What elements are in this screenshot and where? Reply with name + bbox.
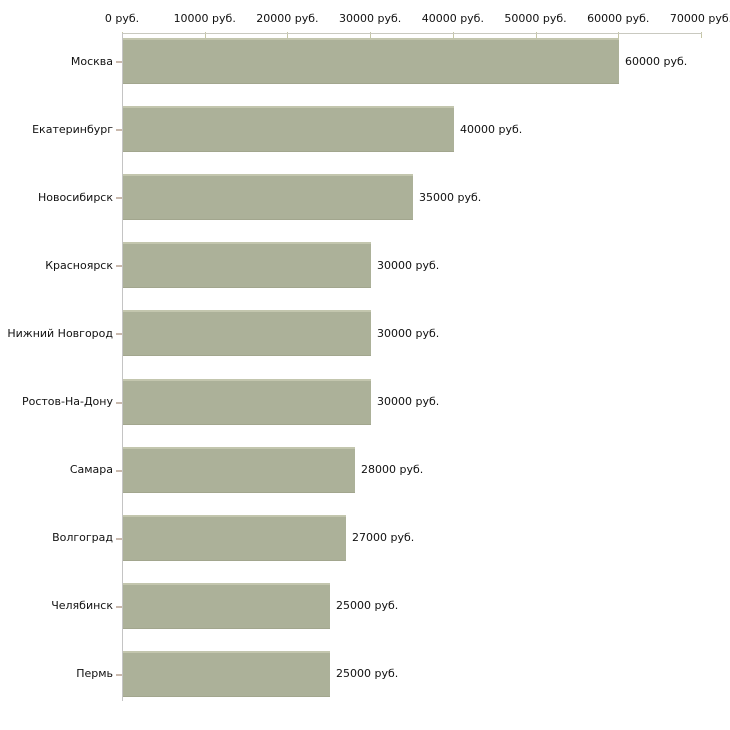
value-label: 30000 руб. [377, 258, 440, 272]
bar [123, 242, 371, 289]
x-tick-mark [535, 32, 537, 38]
bar [123, 106, 454, 153]
x-tick-label: 0 руб. [104, 12, 140, 25]
category-tick-mark [116, 265, 122, 267]
value-label: 60000 руб. [625, 54, 688, 68]
value-label: 25000 руб. [336, 599, 399, 613]
x-tick-mark [204, 32, 206, 38]
category-tick-mark [116, 61, 122, 63]
category-label: Новосибирск [37, 190, 113, 204]
bar [123, 650, 330, 697]
x-tick-mark [370, 32, 372, 38]
x-tick-label: 40000 руб. [421, 12, 484, 25]
x-tick-mark [452, 32, 454, 38]
bar [123, 514, 346, 561]
x-tick-label: 10000 руб. [173, 12, 236, 25]
category-tick-mark [116, 606, 122, 608]
category-label: Москва [70, 54, 113, 68]
bar [123, 38, 619, 84]
value-label: 40000 руб. [460, 122, 523, 136]
x-tick-mark [287, 32, 289, 38]
category-tick-mark [116, 333, 122, 335]
value-label: 27000 руб. [352, 531, 415, 545]
category-tick-mark [116, 197, 122, 199]
bar [123, 174, 413, 221]
bar [123, 582, 330, 629]
x-tick-label: 60000 руб. [587, 12, 650, 25]
x-tick-label: 20000 руб. [256, 12, 319, 25]
category-label: Волгоград [52, 531, 113, 545]
value-label: 30000 руб. [377, 326, 440, 340]
category-tick-mark [116, 470, 122, 472]
category-label: Красноярск [45, 258, 113, 272]
x-tick-mark [701, 32, 702, 38]
category-tick-mark [116, 129, 122, 131]
category-label: Ростов-На-Дону [21, 395, 113, 408]
value-label: 25000 руб. [336, 667, 399, 681]
category-label: Пермь [76, 667, 113, 681]
bar [123, 446, 355, 493]
category-label: Челябинск [51, 599, 113, 613]
x-tick-label: 50000 руб. [504, 12, 567, 25]
value-label: 35000 руб. [419, 190, 482, 204]
y-axis-line [122, 33, 123, 701]
category-label: Екатеринбург [32, 122, 113, 136]
x-tick-label: 30000 руб. [339, 12, 402, 25]
category-label: Нижний Новгород [7, 326, 113, 340]
category-tick-mark [116, 538, 122, 540]
value-label: 30000 руб. [377, 395, 440, 408]
bar [123, 310, 371, 357]
category-label: Самара [69, 463, 113, 477]
value-label: 28000 руб. [361, 463, 424, 477]
bar [123, 378, 371, 425]
x-tick-label: 70000 руб. [669, 12, 730, 25]
x-axis-line [122, 33, 702, 34]
category-tick-mark [116, 674, 122, 676]
category-tick-mark [116, 402, 122, 404]
x-tick-mark [618, 32, 620, 38]
